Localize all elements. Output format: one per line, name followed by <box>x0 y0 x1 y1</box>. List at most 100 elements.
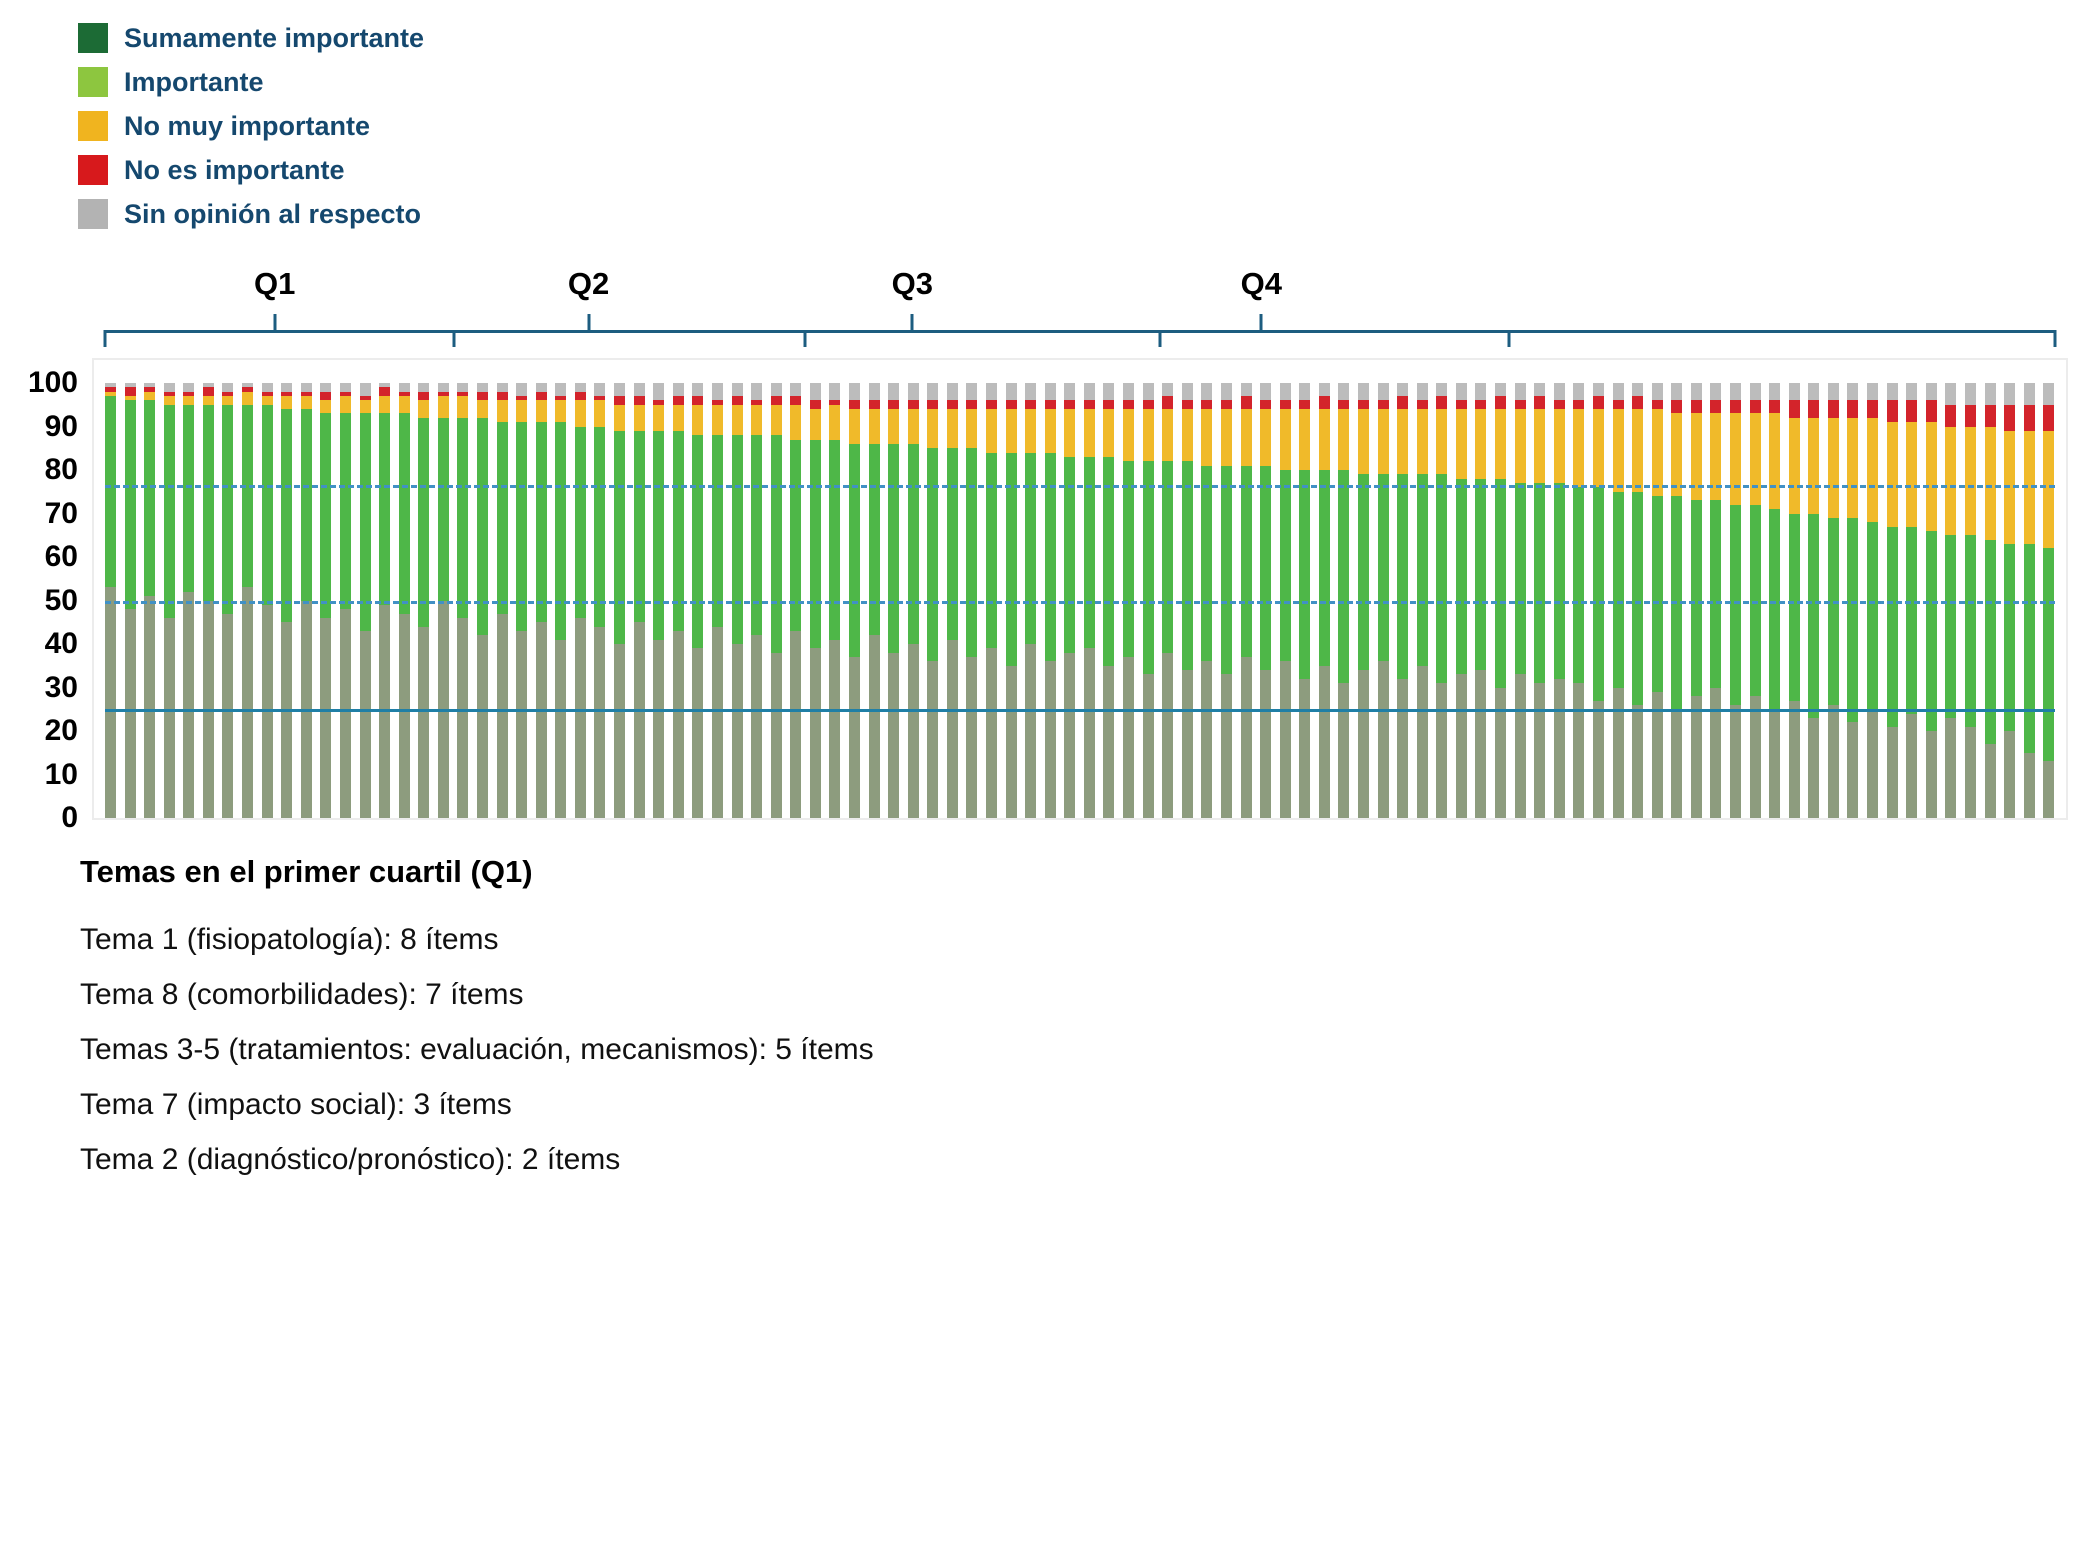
bar-segment <box>1377 400 1389 410</box>
bar-segment <box>868 635 880 818</box>
bar-segment <box>1025 400 1037 410</box>
legend-label: No muy importante <box>124 110 371 141</box>
bar-segment <box>242 404 254 588</box>
bar <box>1632 383 1644 818</box>
bar-segment <box>1495 687 1507 818</box>
bar-segment <box>1847 383 1859 401</box>
y-axis-tick-label: 60 <box>44 540 78 573</box>
bar-segment <box>927 661 939 818</box>
bar-segment <box>888 383 900 401</box>
bar-segment <box>1025 644 1037 818</box>
bar-segment <box>339 383 351 392</box>
bar-segment <box>1377 661 1389 818</box>
bar-segment <box>711 435 723 627</box>
bar-segment <box>1475 400 1487 410</box>
bar-segment <box>1632 396 1644 410</box>
bar-segment <box>1592 409 1604 488</box>
bar <box>986 383 998 818</box>
legend: Sumamente importante Importante No muy imp… <box>78 16 424 236</box>
bar-segment <box>1553 483 1565 679</box>
bar-segment <box>516 383 528 397</box>
bar-segment <box>966 383 978 401</box>
bar-segment <box>614 430 626 644</box>
bar-segment <box>574 426 586 618</box>
bar <box>1299 383 1311 818</box>
bar-segment <box>829 404 841 440</box>
bar-segment <box>105 387 116 392</box>
bar-segment <box>476 391 488 401</box>
bar-segment <box>2043 761 2055 818</box>
bar-segment <box>653 400 665 405</box>
y-axis-tick-label: 0 <box>61 801 78 834</box>
bar <box>1025 383 1037 818</box>
bar-segment <box>594 396 606 401</box>
bar-segment <box>1925 383 1937 401</box>
bar-segment <box>1769 509 1781 710</box>
quartile-bracket-tick <box>103 330 107 347</box>
bar <box>1906 383 1918 818</box>
bar-segment <box>1142 409 1154 462</box>
bar-segment <box>848 383 860 401</box>
bar-segment <box>1005 383 1017 401</box>
bar-segment <box>614 644 626 818</box>
bar-segment <box>927 448 939 662</box>
bar <box>281 383 293 818</box>
bar-segment <box>1358 383 1369 401</box>
bar <box>1162 383 1174 818</box>
bar <box>711 383 723 818</box>
bar-segment <box>1044 661 1056 818</box>
bar-segment <box>300 391 312 397</box>
bar-segment <box>711 400 723 405</box>
bar <box>1201 383 1213 818</box>
bar-segment <box>1514 383 1526 401</box>
bar-segment <box>907 383 919 401</box>
quartile-label-tick <box>273 314 277 330</box>
bar-segment <box>1436 683 1448 818</box>
bar <box>888 383 900 818</box>
bar-segment <box>1847 517 1859 723</box>
bar-segment <box>829 383 841 401</box>
bar-segment <box>1064 456 1076 653</box>
bar-segment <box>633 430 645 623</box>
quartile-bracket-tick <box>452 330 456 347</box>
bar <box>1827 383 1839 818</box>
bar-segment <box>1514 674 1526 818</box>
bar-segment <box>1299 400 1311 410</box>
bar <box>1651 383 1663 818</box>
bar <box>1867 383 1879 818</box>
bar-segment <box>1984 426 1996 540</box>
bar-segment <box>1083 409 1095 457</box>
bar-segment <box>535 422 547 623</box>
bar <box>1984 383 1996 818</box>
bar-segment <box>1181 461 1193 671</box>
bar-segment <box>614 383 626 397</box>
bar-segment <box>1240 657 1252 818</box>
bar-segment <box>1651 409 1663 497</box>
bar-segment <box>457 383 469 392</box>
bar-segment <box>1240 409 1252 466</box>
bar <box>359 383 371 818</box>
bar-segment <box>124 609 136 818</box>
bar-segment <box>359 383 371 397</box>
bar-segment <box>1769 400 1781 414</box>
legend-swatch <box>78 155 108 185</box>
bar <box>124 383 136 818</box>
bar-segment <box>1886 422 1898 527</box>
bar-segment <box>2023 752 2035 818</box>
bar <box>692 383 704 818</box>
reference-line <box>105 709 2055 713</box>
bar-segment <box>1162 383 1174 397</box>
bar-segment <box>222 391 234 397</box>
bar-segment <box>1964 404 1976 427</box>
bar-segment <box>1279 409 1291 471</box>
bar-segment <box>1338 470 1350 684</box>
bar-segment <box>1044 400 1056 410</box>
y-axis-tick-label: 80 <box>44 453 78 486</box>
bar-segment <box>183 391 195 397</box>
bar-segment <box>398 613 410 818</box>
bar-segment <box>1749 696 1761 818</box>
bar <box>1690 383 1702 818</box>
bar-segment <box>1827 517 1839 705</box>
bar <box>1847 383 1859 818</box>
bar-segment <box>1651 496 1663 692</box>
